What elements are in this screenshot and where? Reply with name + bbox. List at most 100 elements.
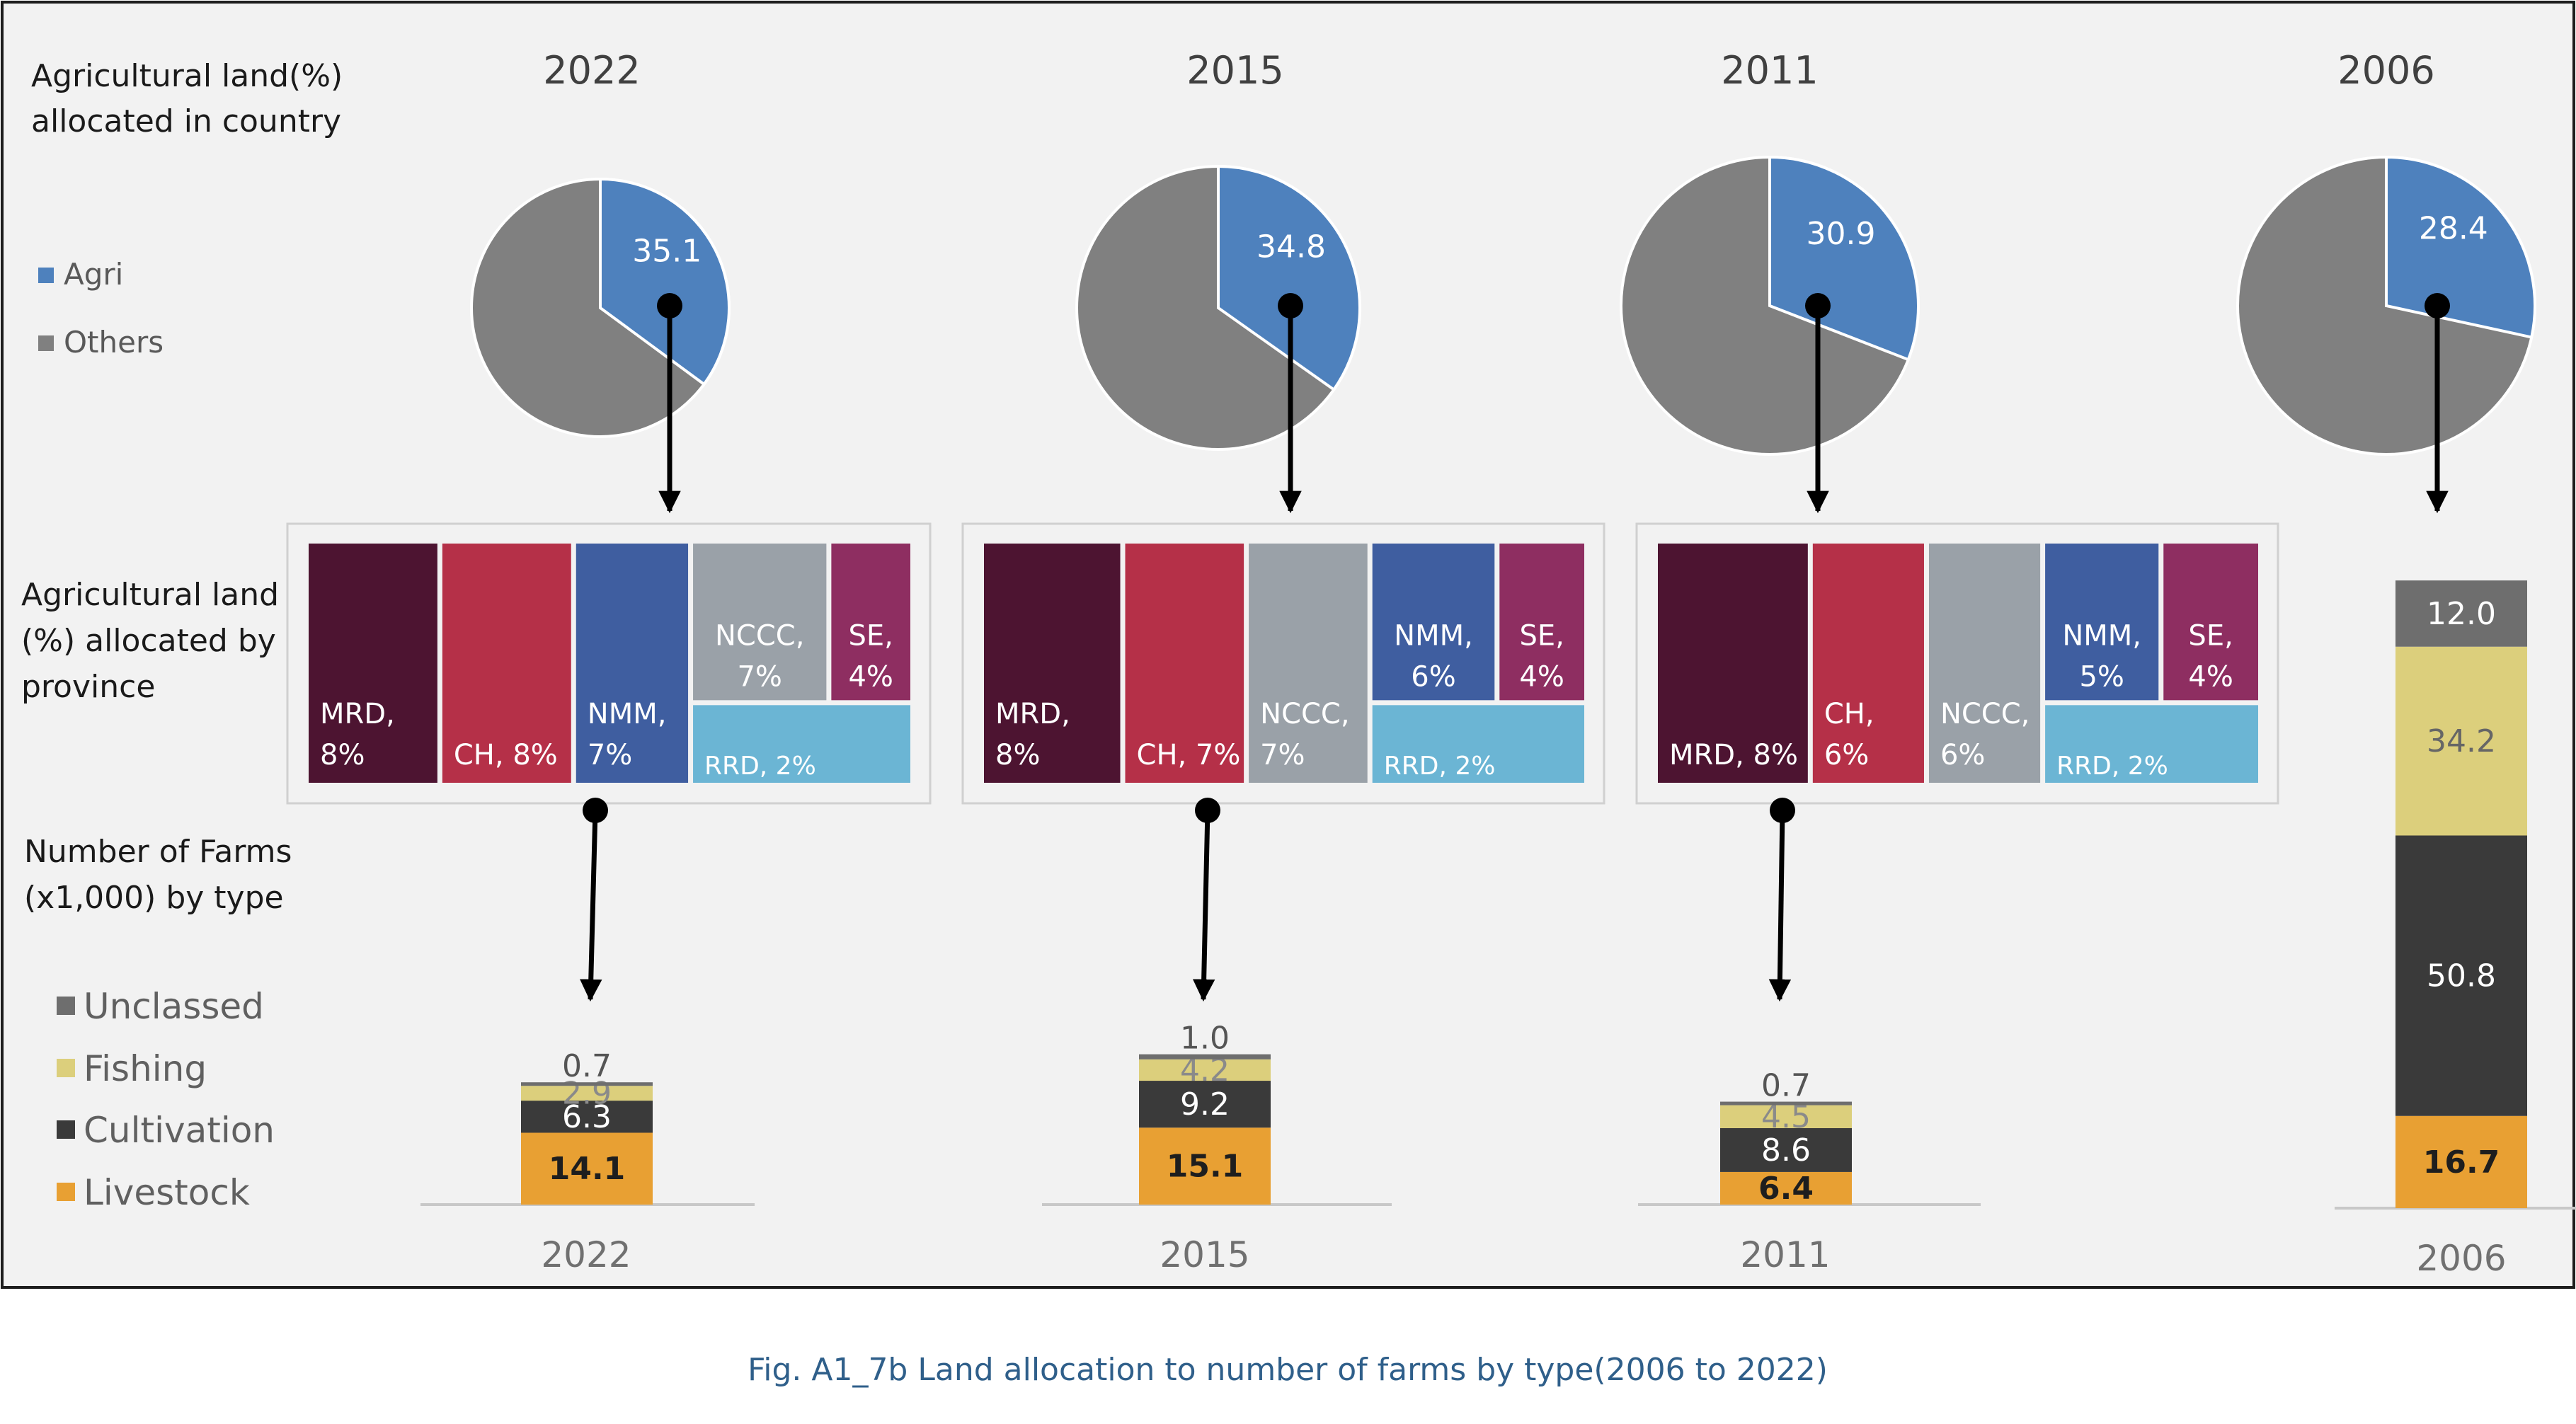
pie-year-2011: 2011 bbox=[1721, 48, 1818, 93]
treemap-label-MRD-2015: MRD, bbox=[995, 698, 1070, 730]
bar-label-cultivation-2022: 6.3 bbox=[562, 1099, 612, 1135]
bar-segment-cultivation-2022 bbox=[521, 1101, 653, 1133]
treemap-tile-CH-2015 bbox=[1125, 544, 1244, 783]
treemap-label-CH-2011: 6% bbox=[1824, 739, 1869, 771]
treemap-label-MRD-2015: 8% bbox=[995, 739, 1040, 771]
treemap-label-SE-2015: 4% bbox=[1519, 660, 1564, 693]
bar-label-livestock-2015: 15.1 bbox=[1167, 1149, 1244, 1185]
treemap-label-NCCC-2011: 6% bbox=[1940, 739, 1985, 771]
row-label-country-line2: allocated in country bbox=[31, 103, 341, 139]
legend-label-agri: Agri bbox=[64, 257, 123, 292]
bar-label-livestock-2022: 14.1 bbox=[549, 1151, 626, 1187]
treemap-label-MRD-2022: 8% bbox=[320, 739, 365, 771]
treemap-label-NMM-2015: NMM, bbox=[1394, 619, 1473, 652]
treemap-label-NMM-2015: 6% bbox=[1411, 660, 1455, 693]
bar-label-cultivation-2015: 9.2 bbox=[1180, 1086, 1230, 1122]
connector-arrow-6 bbox=[1768, 810, 1792, 1002]
bar-segment-unclassed-2022 bbox=[521, 1082, 653, 1086]
treemap-label-NMM-2022: 7% bbox=[588, 739, 632, 771]
treemap-label-SE-2011: 4% bbox=[2188, 660, 2233, 693]
bar-segment-livestock-2022 bbox=[521, 1132, 653, 1205]
legend-swatch-unclassed bbox=[57, 997, 75, 1015]
legend-label-cultivation: Cultivation bbox=[84, 1110, 275, 1151]
treemap-label-NMM-2011: NMM, bbox=[2062, 619, 2141, 652]
treemap-label-NCCC-2015: NCCC, bbox=[1260, 698, 1349, 730]
treemap-label-NCCC-2022: NCCC, bbox=[715, 619, 804, 652]
treemap-label-NMM-2011: 5% bbox=[2079, 660, 2124, 693]
treemap-label-MRD-2022: MRD, bbox=[320, 698, 395, 730]
bar-label-livestock-2006: 16.7 bbox=[2423, 1144, 2500, 1181]
legend-swatch-agri bbox=[38, 268, 54, 283]
treemap-tile-NCCC-2011 bbox=[1928, 544, 2041, 783]
figure-caption: Fig. A1_7b Land allocation to number of … bbox=[748, 1352, 1828, 1388]
bar-segment-livestock-2011 bbox=[1720, 1171, 1852, 1205]
row-label-farms-line2: (x1,000) by type bbox=[24, 880, 284, 916]
treemap-tile-SE-2015 bbox=[1499, 544, 1584, 701]
bar-year-2011: 2011 bbox=[1740, 1234, 1830, 1275]
treemap-tile-NMM-2011 bbox=[2045, 544, 2159, 701]
treemap-label-SE-2015: SE, bbox=[1519, 619, 1564, 652]
bar-label-unclassed-2011: 0.7 bbox=[1761, 1068, 1811, 1104]
treemap-tile-RRD-2022 bbox=[693, 705, 910, 783]
pie-year-2015: 2015 bbox=[1186, 48, 1283, 93]
pie-label-agri-2011: 30.9 bbox=[1807, 216, 1876, 252]
treemap-tile-SE-2011 bbox=[2163, 544, 2258, 701]
row-label-country-line1: Agricultural land(%) bbox=[31, 58, 343, 94]
bar-label-livestock-2011: 6.4 bbox=[1758, 1171, 1814, 1207]
bar-segment-fishing-2022 bbox=[521, 1086, 653, 1101]
treemap-tile-CH-2022 bbox=[442, 544, 571, 783]
treemap-label-SE-2011: SE, bbox=[2188, 619, 2233, 652]
bar-year-2006: 2006 bbox=[2416, 1238, 2506, 1279]
legend-swatch-fishing bbox=[57, 1059, 75, 1077]
pie-year-2022: 2022 bbox=[543, 48, 640, 93]
row-label-farms-line1: Number of Farms bbox=[24, 834, 292, 870]
pie-slice-agri-2015 bbox=[1217, 164, 1361, 392]
legend-label-unclassed: Unclassed bbox=[84, 986, 264, 1027]
treemap-label-RRD-2011: RRD, 2% bbox=[2056, 752, 2168, 781]
treemap-tile-NCCC-2022 bbox=[693, 544, 827, 701]
treemap-tile-MRD-2011 bbox=[1658, 544, 1808, 783]
legend-label-livestock: Livestock bbox=[84, 1172, 250, 1213]
row-label-province-line3: province bbox=[21, 669, 155, 705]
treemap-label-SE-2022: 4% bbox=[848, 660, 893, 693]
treemap-label-NCCC-2022: 7% bbox=[737, 660, 782, 693]
bar-label-unclassed-2015: 1.0 bbox=[1180, 1021, 1230, 1057]
pie-label-agri-2006: 28.4 bbox=[2419, 211, 2488, 247]
legend-label-others: Others bbox=[64, 325, 164, 360]
pie-slice-agri-2006 bbox=[2385, 155, 2536, 339]
chart-layer: 35.1 2022 34.8 2015 30.9 2011 28.4 2006 MRD, 8% CH… bbox=[309, 48, 2576, 1279]
legend-label-fishing: Fishing bbox=[84, 1048, 207, 1089]
bar-label-unclassed-2006: 12.0 bbox=[2427, 596, 2496, 632]
row-label-province-line2: (%) allocated by bbox=[21, 623, 276, 659]
treemap-label-NMM-2022: NMM, bbox=[588, 698, 667, 730]
connector-arrow-5 bbox=[1192, 810, 1215, 1002]
bar-segment-fishing-2011 bbox=[1720, 1105, 1852, 1128]
bar-label-cultivation-2011: 8.6 bbox=[1761, 1132, 1811, 1169]
treemap-tile-NCCC-2015 bbox=[1249, 544, 1368, 783]
pie-year-2006: 2006 bbox=[2337, 48, 2434, 93]
treemap-label-NCCC-2015: 7% bbox=[1260, 739, 1305, 771]
treemap-tile-MRD-2015 bbox=[984, 544, 1121, 783]
treemap-tile-SE-2022 bbox=[831, 544, 910, 701]
bar-segment-livestock-2015 bbox=[1139, 1127, 1271, 1205]
connector-arrow-4 bbox=[579, 810, 602, 1002]
legend-swatch-others bbox=[38, 335, 54, 351]
treemap-tile-RRD-2015 bbox=[1372, 705, 1584, 783]
treemap-tile-MRD-2022 bbox=[309, 544, 437, 783]
treemap-tile-CH-2011 bbox=[1812, 544, 1924, 783]
legend-swatch-cultivation bbox=[57, 1120, 75, 1139]
treemap-tile-NMM-2022 bbox=[576, 544, 689, 783]
legend-swatch-livestock bbox=[57, 1183, 75, 1201]
bar-segment-fishing-2006 bbox=[2395, 646, 2527, 836]
bar-segment-unclassed-2011 bbox=[1720, 1101, 1852, 1106]
bar-segment-cultivation-2015 bbox=[1139, 1081, 1271, 1128]
treemap-tile-NMM-2015 bbox=[1372, 544, 1495, 701]
treemap-label-RRD-2022: RRD, 2% bbox=[704, 752, 816, 781]
bar-label-unclassed-2022: 0.7 bbox=[562, 1048, 612, 1084]
treemap-label-SE-2022: SE, bbox=[848, 619, 893, 652]
bar-segment-unclassed-2015 bbox=[1139, 1054, 1271, 1060]
bar-year-2015: 2015 bbox=[1160, 1234, 1249, 1275]
bar-segment-fishing-2015 bbox=[1139, 1059, 1271, 1081]
treemap-label-RRD-2015: RRD, 2% bbox=[1384, 752, 1496, 781]
